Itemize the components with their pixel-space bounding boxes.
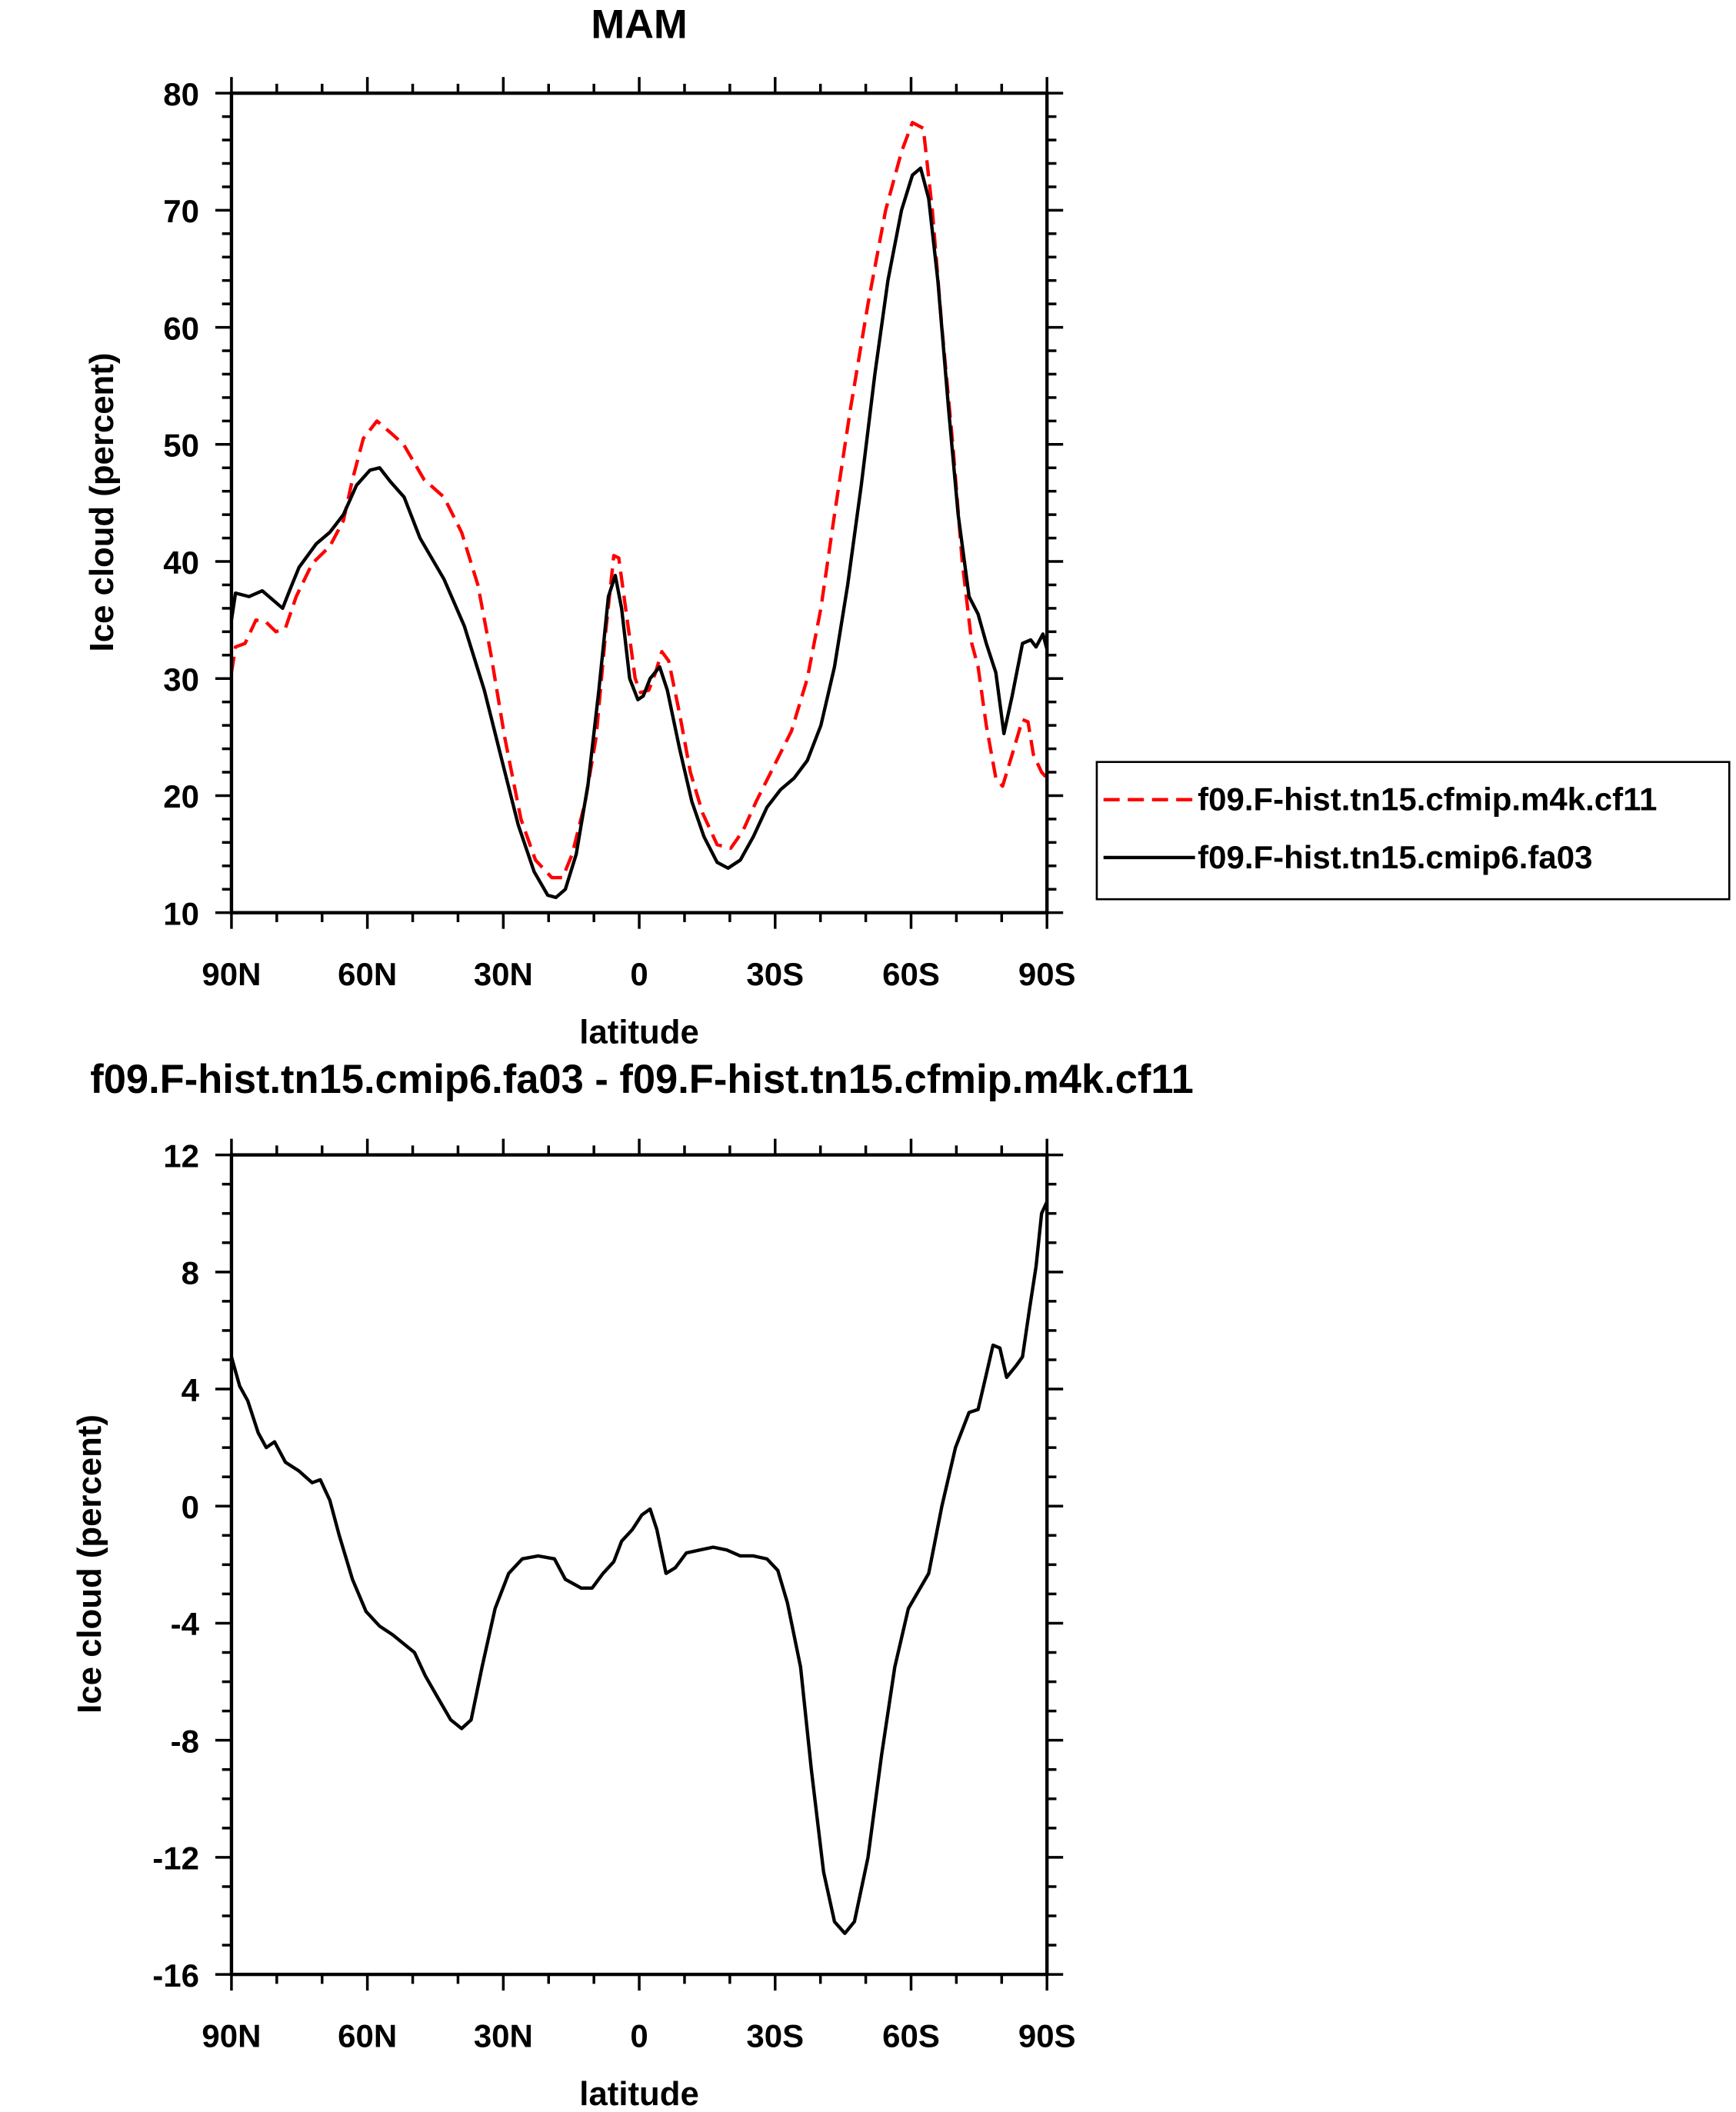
x-tick-label: 60S [882,956,940,992]
y-tick-label: 12 [163,1138,199,1174]
y-tick-label: 0 [182,1489,199,1525]
bottom-chart-title: f09.F-hist.tn15.cmip6.fa03 - f09.F-hist.… [90,1057,1194,1102]
x-tick-label: 0 [630,2018,648,2054]
y-tick-label: 20 [163,778,199,814]
series-line-difference [229,1201,1049,1935]
top-chart-title: MAM [591,2,687,47]
x-tick-label: 90N [202,956,261,992]
bottom-plot: 90N 60N 30N 0 30S 60S 90S -16 -12 -8 -4 0 4 8 12 [152,1138,1075,2054]
legend: f09.F-hist.tn15.cfmip.m4k.cf11 f09.F-his… [1095,761,1731,901]
y-tick-label: 30 [163,661,199,698]
y-tick-label: 50 [163,428,199,464]
y-tick-label: 70 [163,193,199,229]
y-tick-label: 40 [163,545,199,581]
x-tick-label: 90S [1018,2018,1076,2054]
top-plot: 90N 60N 30N 0 30S 60S 90S 10 20 30 40 50 60 70 80 [163,76,1075,992]
x-tick-label: 30S [746,956,804,992]
y-tick-label: 4 [182,1372,200,1408]
x-tick-label: 90S [1018,956,1076,992]
x-tick-label: 60N [338,956,397,992]
y-tick-label: 60 [163,310,199,346]
x-tick-label: 30N [474,956,533,992]
bottom-chart-xlabel: latitude [579,2075,699,2112]
legend-label-fa03: f09.F-hist.tn15.cmip6.fa03 [1198,839,1592,875]
y-tick-label: -12 [152,1841,199,1877]
plot-frame [229,1153,1049,1977]
y-tick-label: 8 [182,1255,199,1291]
x-tick-label: 60S [882,2018,940,2054]
legend-label-m4k: f09.F-hist.tn15.cfmip.m4k.cf11 [1198,781,1657,818]
plot-frame [229,91,1049,914]
y-tick-label: -4 [171,1606,200,1642]
y-tick-label: 10 [163,895,199,931]
top-chart-ylabel: Ice cloud (percent) [83,353,121,652]
x-tick-label: 90N [202,2018,261,2054]
x-tick-label: 30S [746,2018,804,2054]
x-tick-label: 30N [474,2018,533,2054]
bottom-chart-ylabel: Ice cloud (percent) [71,1414,108,1714]
top-chart-xlabel: latitude [579,1013,699,1051]
legend-box [1095,761,1731,901]
x-tick-label: 60N [338,2018,397,2054]
x-tick-label: 0 [630,956,648,992]
series-line-f09-f-hist-tn15-cfmip-m4k-cf11 [229,121,1048,880]
y-tick-label: -16 [152,1957,199,1994]
y-tick-label: -8 [171,1723,199,1759]
series-line-f09-f-hist-tn15-cmip6-fa03 [229,166,1049,900]
y-tick-label: 80 [163,76,199,112]
